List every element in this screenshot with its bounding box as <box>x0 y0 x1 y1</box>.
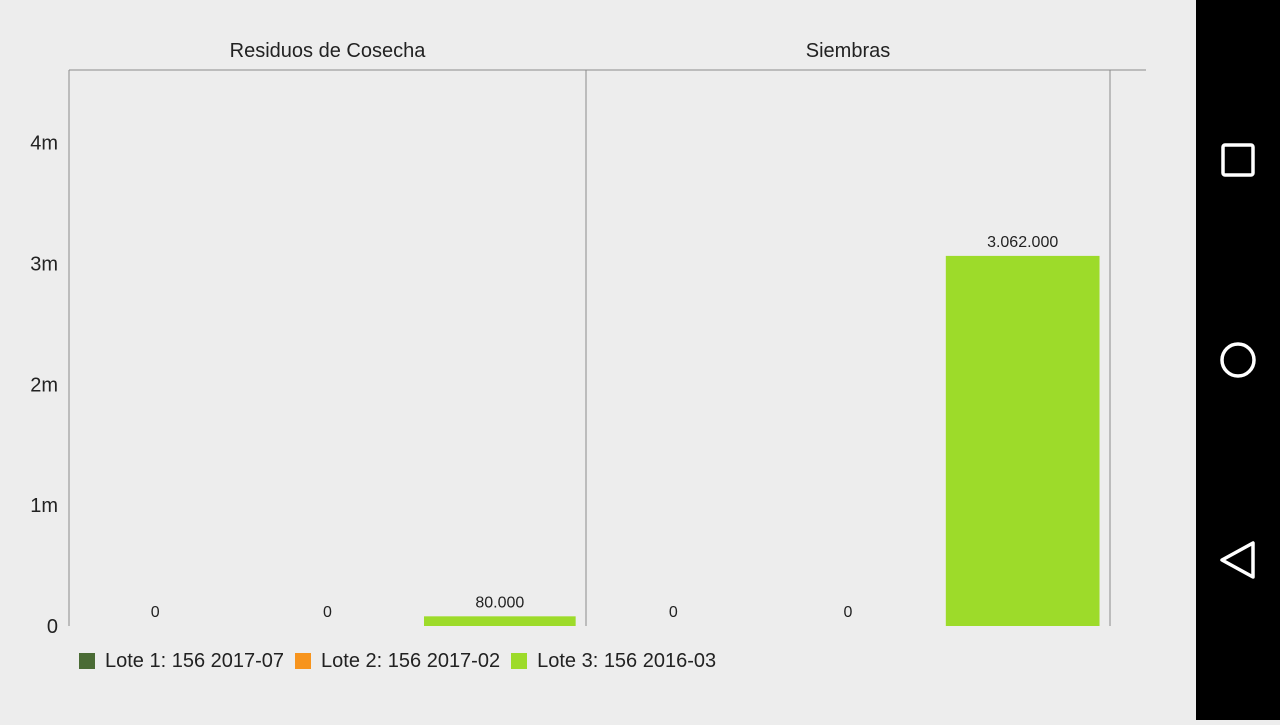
home-button[interactable] <box>1196 318 1280 402</box>
bar <box>424 616 576 626</box>
bar-value-label: 3.062.000 <box>987 234 1058 251</box>
android-nav-bar <box>1196 0 1280 720</box>
legend-label-lote-1: Lote 1: 156 2017-07 <box>105 649 285 672</box>
y-tick-label: 0 <box>47 616 58 638</box>
bar-value-label: 0 <box>844 604 853 621</box>
legend-item-lote-3: Lote 3: 156 2016-03 <box>511 650 716 673</box>
legend-swatch-lote-2 <box>295 653 312 669</box>
bar-value-label: 0 <box>323 604 332 621</box>
square-icon <box>1221 143 1255 177</box>
circle-icon <box>1220 342 1256 378</box>
legend-item-lote-1: Lote 1: 156 2017-07 <box>79 650 284 673</box>
bar-value-label: 0 <box>669 604 678 621</box>
legend-swatch-lote-3 <box>511 653 528 669</box>
y-tick-label: 3m <box>30 253 58 275</box>
chart-legend: Lote 1: 156 2017-07 Lote 2: 156 2017-02 … <box>79 648 727 674</box>
recent-apps-button[interactable] <box>1196 118 1280 202</box>
panel-title: Residuos de Cosecha <box>230 40 427 62</box>
y-tick-label: 1m <box>30 495 58 517</box>
legend-label-lote-2: Lote 2: 156 2017-02 <box>321 649 501 672</box>
panel-title: Siembras <box>806 40 890 62</box>
bar-value-label: 0 <box>151 604 160 621</box>
back-button[interactable] <box>1196 518 1280 602</box>
y-tick-label: 2m <box>30 374 58 396</box>
legend-swatch-lote-1 <box>79 653 95 669</box>
y-tick-label: 4m <box>30 133 58 155</box>
chart-area: 0 1m 2m 3m 4m Residuos de Cosecha 0 0 80.000 Siem… <box>30 40 1146 638</box>
chart-svg: 0 1m 2m 3m 4m Residuos de Cosecha 0 0 80.000 Siem… <box>30 40 1146 638</box>
legend-label-lote-3: Lote 3: 156 2016-03 <box>537 649 717 672</box>
triangle-back-icon <box>1220 541 1255 579</box>
legend-item-lote-2: Lote 2: 156 2017-02 <box>295 650 500 673</box>
bar <box>945 255 1100 626</box>
bar-value-label: 80.000 <box>475 594 524 611</box>
